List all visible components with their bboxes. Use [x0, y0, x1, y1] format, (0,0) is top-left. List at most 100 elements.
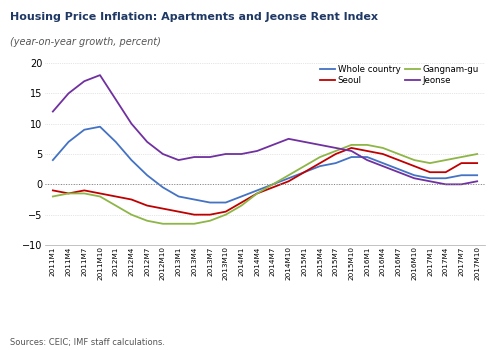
Gangnam-gu	[97, 194, 103, 198]
Jeonse	[128, 121, 134, 126]
Jeonse	[160, 152, 166, 156]
Whole country	[458, 173, 464, 177]
Seoul	[317, 161, 323, 165]
Whole country	[207, 201, 213, 205]
Jeonse	[238, 152, 244, 156]
Whole country	[222, 201, 228, 205]
Seoul	[427, 170, 433, 174]
Whole country	[364, 155, 370, 159]
Jeonse	[380, 164, 386, 168]
Seoul	[238, 201, 244, 205]
Seoul	[254, 191, 260, 196]
Whole country	[396, 167, 402, 171]
Seoul	[364, 149, 370, 153]
Whole country	[176, 194, 182, 198]
Seoul	[348, 146, 354, 150]
Gangnam-gu	[458, 155, 464, 159]
Whole country	[160, 185, 166, 189]
Jeonse	[458, 182, 464, 187]
Text: (year-on-year growth, percent): (year-on-year growth, percent)	[10, 37, 161, 47]
Seoul	[474, 161, 480, 165]
Seoul	[66, 191, 71, 196]
Jeonse	[474, 179, 480, 183]
Gangnam-gu	[317, 155, 323, 159]
Seoul	[160, 206, 166, 211]
Gangnam-gu	[254, 191, 260, 196]
Whole country	[286, 176, 292, 180]
Whole country	[317, 164, 323, 168]
Whole country	[412, 173, 418, 177]
Jeonse	[144, 140, 150, 144]
Seoul	[442, 170, 448, 174]
Whole country	[302, 170, 308, 174]
Whole country	[254, 188, 260, 193]
Gangnam-gu	[192, 222, 198, 226]
Legend: Whole country, Seoul, Gangnam-gu, Jeonse: Whole country, Seoul, Gangnam-gu, Jeonse	[318, 64, 480, 87]
Jeonse	[396, 170, 402, 174]
Seoul	[458, 161, 464, 165]
Jeonse	[317, 143, 323, 147]
Gangnam-gu	[50, 194, 56, 198]
Jeonse	[82, 79, 87, 83]
Seoul	[97, 191, 103, 196]
Jeonse	[97, 73, 103, 77]
Jeonse	[348, 149, 354, 153]
Gangnam-gu	[427, 161, 433, 165]
Seoul	[112, 194, 118, 198]
Gangnam-gu	[112, 203, 118, 208]
Gangnam-gu	[176, 222, 182, 226]
Seoul	[50, 188, 56, 193]
Seoul	[128, 197, 134, 202]
Gangnam-gu	[222, 212, 228, 217]
Seoul	[176, 210, 182, 214]
Seoul	[412, 164, 418, 168]
Jeonse	[207, 155, 213, 159]
Gangnam-gu	[238, 203, 244, 208]
Seoul	[82, 188, 87, 193]
Seoul	[270, 185, 276, 189]
Whole country	[97, 125, 103, 129]
Gangnam-gu	[442, 158, 448, 162]
Gangnam-gu	[412, 158, 418, 162]
Jeonse	[364, 158, 370, 162]
Whole country	[332, 161, 338, 165]
Whole country	[192, 197, 198, 202]
Gangnam-gu	[474, 152, 480, 156]
Gangnam-gu	[348, 143, 354, 147]
Line: Whole country: Whole country	[53, 127, 477, 203]
Jeonse	[112, 97, 118, 102]
Whole country	[270, 182, 276, 187]
Line: Seoul: Seoul	[53, 148, 477, 215]
Seoul	[396, 158, 402, 162]
Seoul	[192, 212, 198, 217]
Jeonse	[442, 182, 448, 187]
Whole country	[82, 128, 87, 132]
Seoul	[302, 170, 308, 174]
Jeonse	[302, 140, 308, 144]
Jeonse	[427, 179, 433, 183]
Seoul	[144, 203, 150, 208]
Whole country	[144, 173, 150, 177]
Jeonse	[50, 110, 56, 114]
Gangnam-gu	[270, 182, 276, 187]
Jeonse	[286, 137, 292, 141]
Jeonse	[66, 91, 71, 96]
Gangnam-gu	[286, 173, 292, 177]
Seoul	[332, 152, 338, 156]
Jeonse	[222, 152, 228, 156]
Text: Housing Price Inflation: Apartments and Jeonse Rent Index: Housing Price Inflation: Apartments and …	[10, 12, 378, 22]
Whole country	[66, 140, 71, 144]
Jeonse	[192, 155, 198, 159]
Gangnam-gu	[82, 191, 87, 196]
Jeonse	[332, 146, 338, 150]
Whole country	[112, 140, 118, 144]
Jeonse	[176, 158, 182, 162]
Whole country	[238, 194, 244, 198]
Gangnam-gu	[207, 219, 213, 223]
Line: Jeonse: Jeonse	[53, 75, 477, 184]
Gangnam-gu	[332, 149, 338, 153]
Seoul	[286, 179, 292, 183]
Gangnam-gu	[66, 191, 71, 196]
Jeonse	[254, 149, 260, 153]
Text: Sources: CEIC; IMF staff calculations.: Sources: CEIC; IMF staff calculations.	[10, 337, 165, 346]
